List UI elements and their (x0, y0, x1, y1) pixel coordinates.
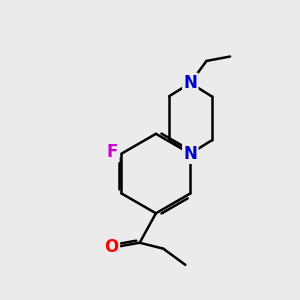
Text: N: N (183, 74, 197, 92)
Text: O: O (105, 238, 119, 256)
Text: F: F (107, 143, 118, 161)
Text: N: N (183, 145, 197, 163)
